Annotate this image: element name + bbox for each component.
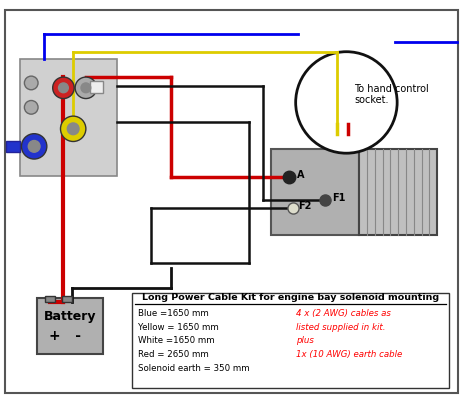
Text: listed supplied in kit.: listed supplied in kit. [296,323,385,332]
Text: A: A [297,170,304,180]
Text: F2: F2 [299,201,312,211]
Bar [359,149,437,235]
Bar [19,58,117,176]
Text: White =1650 mm: White =1650 mm [137,337,214,345]
Circle shape [24,76,38,90]
Text: Blue =1650 mm: Blue =1650 mm [137,309,209,318]
Circle shape [61,116,86,141]
Text: +   -: + - [49,329,82,343]
Bar [63,296,72,301]
Text: Red = 2650 mm: Red = 2650 mm [137,350,209,359]
Bar [271,149,359,235]
Circle shape [296,52,397,153]
Text: Solenoid earth = 350 mm: Solenoid earth = 350 mm [137,364,249,373]
Bar [6,141,19,152]
Bar [37,298,103,354]
Text: Yellow = 1650 mm: Yellow = 1650 mm [137,323,219,332]
Text: F1: F1 [332,193,345,203]
Bar [45,296,55,301]
Text: Long Power Cable Kit for engine bay solenoid mounting: Long Power Cable Kit for engine bay sole… [142,293,439,303]
Text: 1x (10 AWG) earth cable: 1x (10 AWG) earth cable [296,350,402,359]
Circle shape [67,123,79,135]
Circle shape [81,83,91,93]
Circle shape [24,100,38,114]
Circle shape [53,77,74,99]
Text: 4 x (2 AWG) cables as: 4 x (2 AWG) cables as [296,309,391,318]
Circle shape [28,141,40,152]
Circle shape [75,77,97,99]
Circle shape [21,134,47,159]
Bar [132,293,449,388]
Text: To hand control
socket.: To hand control socket. [354,84,429,106]
Bar [90,81,103,93]
Text: plus: plus [296,337,313,345]
Circle shape [59,83,68,93]
Text: Battery: Battery [44,310,97,323]
